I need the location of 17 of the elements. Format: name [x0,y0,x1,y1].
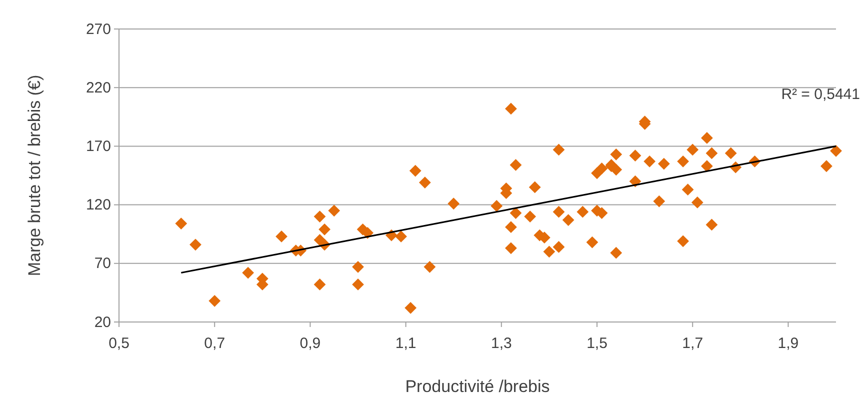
x-tick-label: 1,7 [682,335,704,352]
x-tick-label: 0,9 [300,335,321,352]
x-tick-label: 1,9 [778,335,799,352]
y-tick-label: 120 [86,196,111,214]
x-axis-title: Productivité /brebis [405,377,550,396]
annotation: R² = 0,5441 [781,86,860,103]
x-tick-label: 1,3 [490,335,512,352]
x-tick-label: 0,5 [108,335,130,352]
y-tick-label: 170 [86,138,111,155]
x-tick-label: 0,7 [204,335,226,352]
y-tick-label: 270 [86,20,111,38]
y-tick-label: 70 [94,255,111,272]
y-axis-title: Marge brute tot / brebis (€) [25,74,44,276]
x-tick-label: 1,5 [586,335,608,352]
y-tick-label: 220 [86,79,111,96]
x-tick-label: 1,1 [395,335,416,352]
y-tick-label: 20 [94,314,111,331]
